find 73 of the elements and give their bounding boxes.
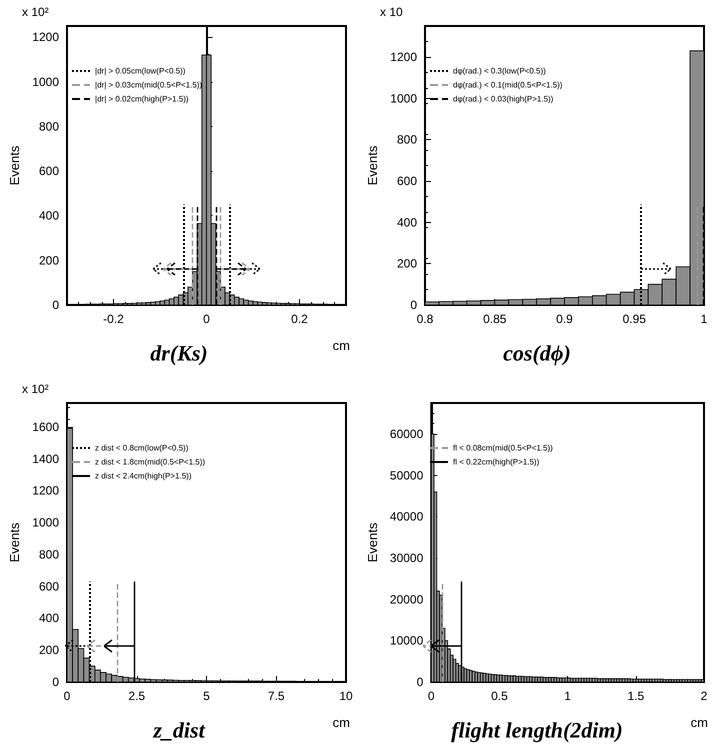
y-tick-label: 20000 [390, 592, 424, 606]
y-tick-label: 600 [396, 174, 418, 188]
y-tick-label: 400 [38, 208, 60, 223]
x-tick-label: 1.5 [627, 689, 644, 703]
text: x 10 [380, 5, 404, 19]
x-tick-label: 1 [700, 312, 708, 326]
x-tick-label: 0 [203, 312, 210, 326]
legend-label: z dist < 0.8cm(low(P<0.5)) [95, 444, 189, 452]
legend-label: z dist < 2.4cm(high(P>1.5)) [95, 472, 192, 480]
text: flight length(2dim) [451, 718, 623, 742]
x-tick-label: 0 [64, 689, 71, 703]
y-tick-label: 1000 [32, 516, 60, 530]
y-tick-label: 1000 [390, 91, 418, 106]
x-axis-title: cm [332, 715, 350, 730]
text: dr(Ks) [150, 340, 208, 366]
x-tick-label: 2 [700, 689, 708, 703]
y-tick-label: 800 [396, 132, 418, 147]
text: x 10² [22, 382, 49, 396]
x-tick-label: 10 [339, 689, 353, 703]
x-tick-label: 5 [203, 689, 210, 703]
y-tick-label: 60000 [390, 427, 424, 441]
y-tick-label: 1200 [32, 484, 60, 498]
legend-label: fl < 0.22cm(high(P>1.5)) [453, 458, 540, 466]
x-tick-label: 0.8 [416, 312, 434, 326]
legend-label: dφ(rad.) < 0.1(mid(0.5<P<1.5)) [453, 80, 563, 90]
y-tick-label: 400 [38, 611, 60, 626]
y-tick-label: 1400 [32, 452, 60, 466]
y-tick-label: 0 [416, 675, 424, 689]
y-tick-label: 200 [38, 253, 60, 268]
y-tick-label: 1200 [390, 50, 418, 64]
legend-label: |dr| > 0.02cm(high(P>1.5)) [95, 94, 189, 104]
x-tick-label: -0.2 [103, 312, 124, 326]
x-tick-label: 2.5 [128, 689, 146, 703]
legend-label: |dr| > 0.03cm(mid(0.5<P<1.5)) [95, 80, 202, 90]
y-tick-label: 50000 [390, 468, 424, 482]
legend-label: dφ(rad.) < 0.3(low(P<0.5)) [453, 66, 546, 76]
text: z_dist [152, 718, 206, 742]
y-tick-label: 10000 [390, 634, 424, 648]
x-tick-label: 0.9 [556, 312, 574, 326]
text: x 10² [22, 5, 49, 19]
y-axis-title: Events [7, 522, 22, 562]
y-tick-label: 1600 [32, 420, 60, 434]
y-tick-label: 600 [38, 579, 60, 594]
y-tick-label: 1000 [32, 74, 60, 89]
x-tick-label: 0.2 [291, 312, 308, 326]
y-tick-label: 40000 [390, 510, 424, 524]
legend-label: |dr| > 0.05cm(low(P<0.5)) [95, 66, 186, 76]
x-tick-label: 0 [428, 689, 435, 703]
y-tick-label: 800 [38, 119, 60, 134]
y-tick-label: 0 [410, 298, 418, 312]
x-tick-label: 0.85 [483, 312, 507, 326]
y-axis-title: Events [7, 145, 22, 186]
y-tick-label: 30000 [390, 551, 424, 565]
y-tick-label: 0 [52, 298, 60, 312]
x-axis-title: cm [332, 338, 350, 353]
y-tick-label: 800 [38, 547, 60, 562]
x-tick-label: 7.5 [268, 689, 285, 703]
y-tick-label: 0 [52, 675, 60, 689]
legend-label: dφ(rad.) < 0.03(high(P>1.5)) [453, 94, 554, 104]
y-tick-label: 200 [396, 256, 418, 271]
y-axis-title: Events [365, 522, 380, 562]
x-axis-title: cm [690, 715, 708, 730]
y-tick-label: 200 [38, 643, 60, 658]
x-tick-label: 0.95 [622, 312, 646, 326]
y-tick-label: 400 [396, 215, 418, 230]
x-tick-label: 0.5 [491, 689, 508, 703]
y-tick-label: 600 [38, 164, 60, 178]
text: cos(dϕ) [503, 340, 571, 366]
y-axis-title: Events [365, 145, 380, 186]
legend-label: z dist < 1.8cm(mid(0.5<P<1.5)) [95, 458, 206, 466]
legend-label: fl < 0.08cm(mid(0.5<P<1.5)) [453, 444, 554, 452]
x-tick-label: 1 [564, 689, 572, 703]
y-tick-label: 1200 [32, 30, 60, 44]
